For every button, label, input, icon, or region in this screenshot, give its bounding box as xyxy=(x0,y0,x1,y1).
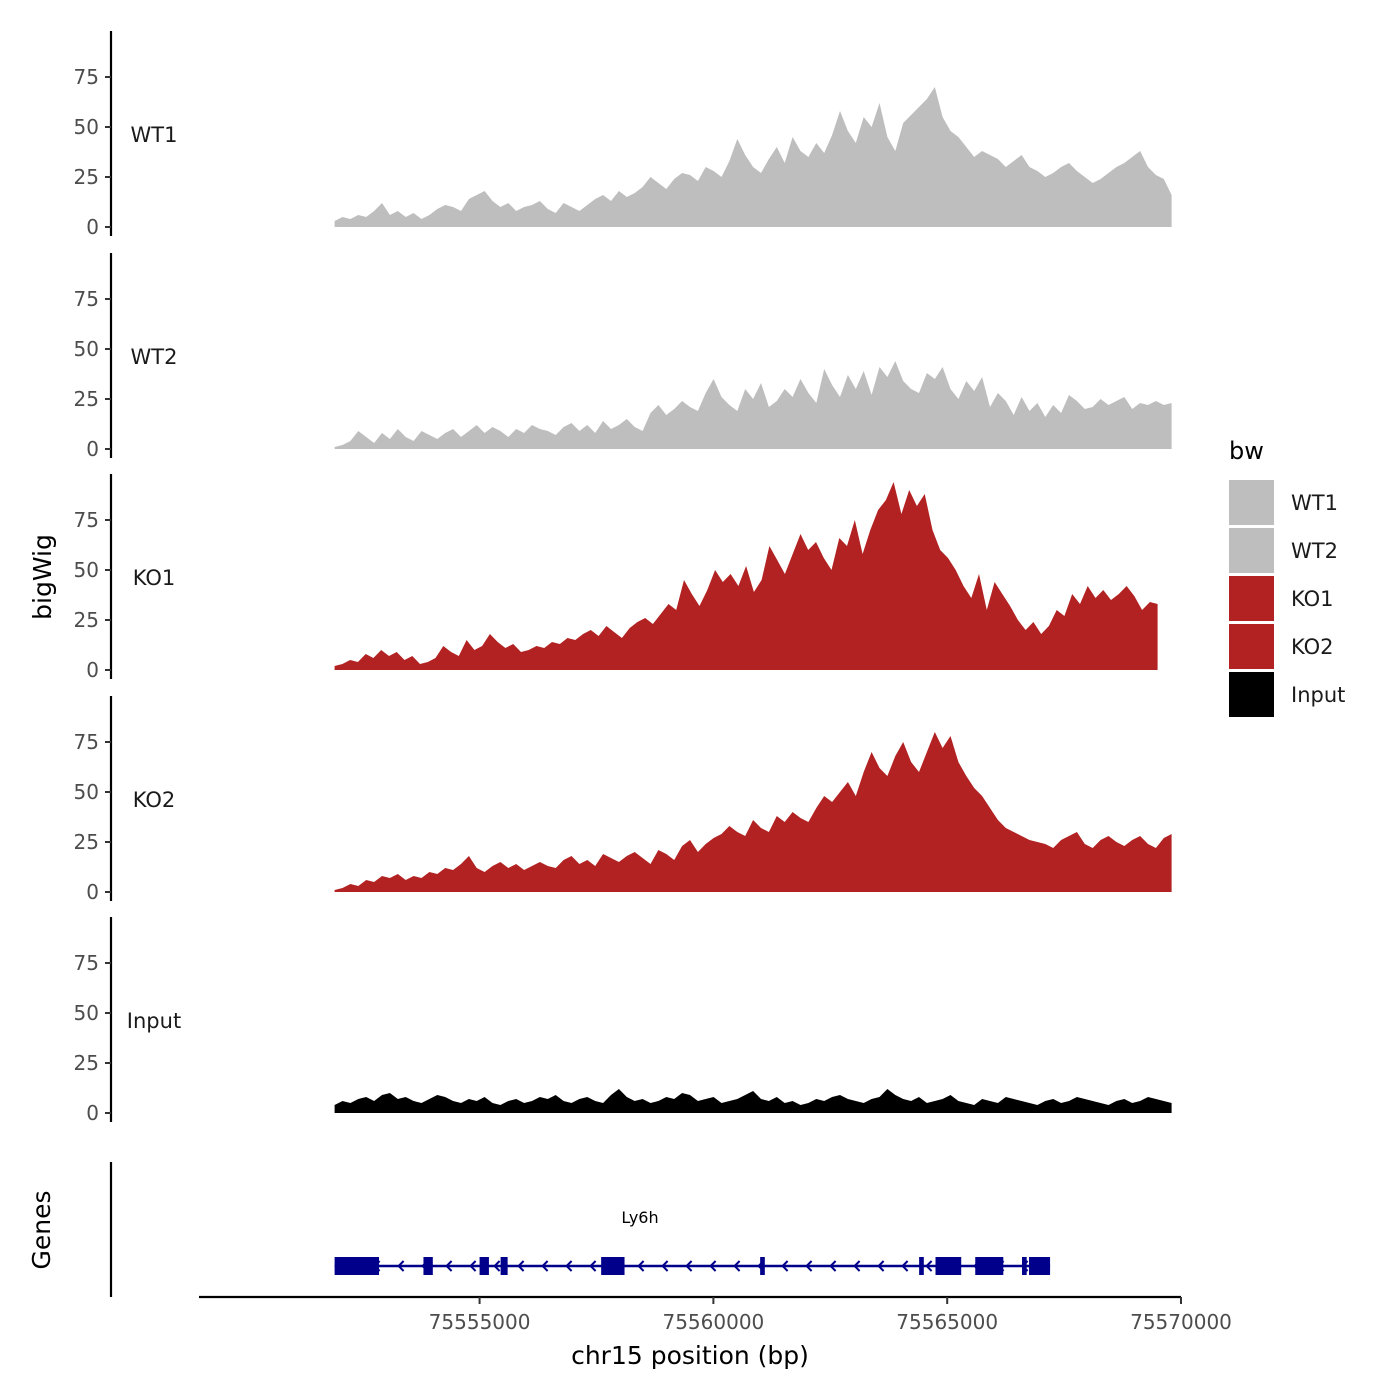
strand-arrow xyxy=(877,1260,885,1272)
legend-label-wt2: WT2 xyxy=(1291,539,1338,563)
x-axis-title: chr15 position (bp) xyxy=(571,1341,809,1370)
strand-arrow xyxy=(805,1260,813,1272)
signal-area-wt2 xyxy=(334,361,1172,449)
strand-arrow xyxy=(925,1260,933,1272)
legend-label-ko1: KO1 xyxy=(1291,587,1334,611)
track-input: 0 25 50 75 Input xyxy=(74,917,1172,1125)
y-tick-label: 50 xyxy=(74,780,99,804)
gene-exon xyxy=(479,1257,489,1275)
track-label-ko2: KO2 xyxy=(133,788,176,812)
legend-label-wt1: WT1 xyxy=(1291,491,1338,515)
legend-key-input xyxy=(1229,672,1274,717)
x-tick-label: 75565000 xyxy=(896,1310,998,1334)
y-tick-label: 75 xyxy=(74,65,99,89)
strand-arrow xyxy=(709,1260,717,1272)
legend-title: bw xyxy=(1229,437,1264,465)
strand-arrow xyxy=(589,1260,597,1272)
gene-exon xyxy=(334,1257,380,1275)
strand-arrow xyxy=(493,1260,501,1272)
x-tick-label: 75555000 xyxy=(429,1310,531,1334)
signal-area-input xyxy=(334,1089,1172,1113)
y-tick-label: 75 xyxy=(74,730,99,754)
strand-arrow xyxy=(445,1260,453,1272)
y-tick-label: 50 xyxy=(74,1001,99,1025)
gene-track: Genes Ly6h xyxy=(27,1162,1051,1297)
gene-label: Ly6h xyxy=(621,1208,658,1227)
track-label-wt2: WT2 xyxy=(131,345,178,369)
strand-arrow xyxy=(901,1260,909,1272)
track-ko2: 0 25 50 75 KO2 xyxy=(74,696,1172,904)
legend-key-ko2 xyxy=(1229,624,1274,669)
signal-area-ko2 xyxy=(334,732,1172,892)
gene-exon xyxy=(423,1257,433,1275)
y-tick-label: 0 xyxy=(86,880,99,904)
y-tick-label: 50 xyxy=(74,337,99,361)
x-tick-label: 75560000 xyxy=(662,1310,764,1334)
track-ko1: 0 25 50 75 KO1 xyxy=(74,474,1158,682)
y-axis-title: bigWig xyxy=(28,534,57,620)
strand-arrow xyxy=(637,1260,645,1272)
gene-exon xyxy=(601,1257,625,1275)
x-axis: chr15 position (bp) 75555000 75560000 7556… xyxy=(199,1295,1232,1370)
gene-exon xyxy=(500,1257,508,1275)
strand-arrow xyxy=(733,1260,741,1272)
signal-area-ko1 xyxy=(334,482,1158,670)
y-tick-label: 50 xyxy=(74,115,99,139)
signal-tracks: 0 25 50 75 WT1 0 25 50 75 WT2 0 25 50 75 KO1 0 25 50 75 KO2… xyxy=(74,31,1172,1125)
legend-label-input: Input xyxy=(1291,683,1345,707)
strand-arrow xyxy=(781,1260,789,1272)
y-tick-label: 25 xyxy=(74,1051,99,1075)
strand-arrow xyxy=(661,1260,669,1272)
track-label-wt1: WT1 xyxy=(131,123,178,147)
legend-key-wt2 xyxy=(1229,528,1274,573)
track-label-input: Input xyxy=(127,1009,181,1033)
y-tick-label: 0 xyxy=(86,658,99,682)
strand-arrow xyxy=(853,1260,861,1272)
gene-exon xyxy=(975,1257,1004,1275)
y-tick-label: 25 xyxy=(74,608,99,632)
track-wt1: 0 25 50 75 WT1 xyxy=(74,31,1172,239)
gene-exon xyxy=(760,1257,765,1275)
strand-arrow xyxy=(829,1260,837,1272)
strand-arrow xyxy=(685,1260,693,1272)
gene-exon xyxy=(935,1257,962,1275)
y-tick-label: 0 xyxy=(86,215,99,239)
strand-arrow xyxy=(541,1260,549,1272)
track-wt2: 0 25 50 75 WT2 xyxy=(74,253,1172,461)
gene-exon xyxy=(1022,1257,1027,1275)
strand-arrow xyxy=(517,1260,525,1272)
y-tick-label: 50 xyxy=(74,558,99,582)
y-tick-label: 25 xyxy=(74,830,99,854)
legend: bw WT1 WT2 KO1 KO2 Input xyxy=(1229,437,1345,717)
gene-track-label: Genes xyxy=(27,1190,56,1269)
y-tick-label: 25 xyxy=(74,387,99,411)
y-tick-label: 75 xyxy=(74,951,99,975)
legend-label-ko2: KO2 xyxy=(1291,635,1334,659)
legend-key-ko1 xyxy=(1229,576,1274,621)
y-tick-label: 25 xyxy=(74,165,99,189)
y-tick-label: 0 xyxy=(86,1101,99,1125)
gene-exon xyxy=(1029,1257,1051,1275)
signal-area-wt1 xyxy=(334,87,1172,227)
y-tick-label: 75 xyxy=(74,287,99,311)
y-tick-label: 0 xyxy=(86,437,99,461)
y-tick-label: 75 xyxy=(74,508,99,532)
x-tick-label: 75570000 xyxy=(1130,1310,1232,1334)
gene-exon xyxy=(919,1257,924,1275)
legend-key-wt1 xyxy=(1229,480,1274,525)
gene-ly6h: Ly6h xyxy=(334,1208,1051,1275)
track-label-ko1: KO1 xyxy=(133,566,176,590)
strand-arrow xyxy=(469,1260,477,1272)
strand-arrow xyxy=(565,1260,573,1272)
strand-arrow xyxy=(397,1260,405,1272)
